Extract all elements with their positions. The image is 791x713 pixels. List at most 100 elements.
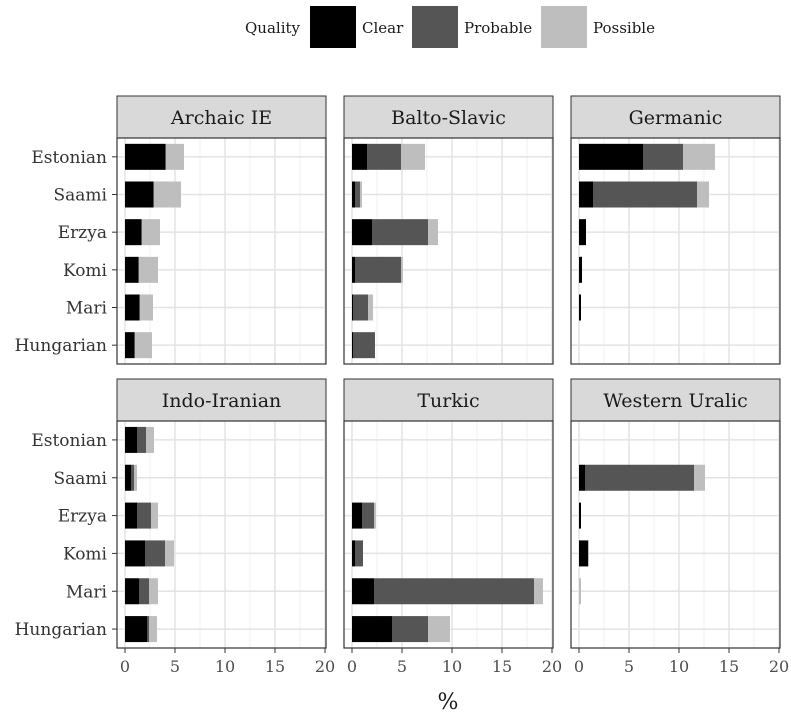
bar-possible-saami (154, 181, 181, 208)
x-tick-label: 5 (624, 657, 634, 676)
panel-title: Archaic IE (170, 107, 272, 129)
y-tick-label: Estonian (31, 431, 107, 451)
panel-strip (570, 378, 781, 422)
bar-possible-mari (579, 578, 581, 605)
bar-possible-estonian (146, 426, 154, 453)
bar-probable-erzya (372, 219, 428, 246)
x-axis-label: % (438, 690, 459, 713)
panel-strip (343, 378, 554, 422)
bar-probable-estonian (165, 143, 166, 170)
bar-clear-komi (579, 256, 582, 283)
bar-possible-hungarian (428, 616, 450, 643)
facet-panels: Archaic IE Balto-Slavic Germanic Indo-Irani… (116, 95, 781, 649)
bar-clear-erzya (352, 502, 362, 529)
panel-western-uralic: Western Uralic (570, 378, 781, 649)
bar-probable-mari (139, 578, 149, 605)
legend-label-clear: Clear (362, 19, 404, 37)
bar-possible-erzya (374, 502, 376, 529)
bar-possible-erzya (151, 502, 158, 529)
panel-title: Balto-Slavic (391, 107, 506, 129)
panel-title: Germanic (629, 107, 723, 129)
bar-clear-estonian (579, 143, 643, 170)
bar-clear-hungarian (125, 616, 147, 643)
x-tick-label: 20 (542, 657, 562, 676)
y-tick-label: Komi (63, 544, 108, 564)
bar-clear-estonian (352, 143, 367, 170)
bar-probable-hungarian (134, 332, 135, 359)
bar-possible-mari (149, 578, 158, 605)
y-tick-label: Erzya (58, 507, 107, 527)
bar-clear-erzya (125, 502, 137, 529)
x-tick-label: 10 (442, 657, 462, 676)
bar-probable-mari (353, 294, 368, 321)
panel-indo-iranian: Indo-Iranian (116, 378, 327, 649)
bar-clear-erzya (125, 219, 141, 246)
bar-possible-mari (368, 294, 373, 321)
plot-background (117, 138, 326, 364)
bar-probable-estonian (137, 426, 146, 453)
bar-clear-erzya (579, 219, 586, 246)
panel-turkic: Turkic (343, 378, 554, 649)
bar-possible-estonian (401, 143, 425, 170)
bar-probable-saami (131, 464, 134, 491)
bar-clear-estonian (125, 143, 165, 170)
bar-clear-saami (579, 181, 593, 208)
bar-clear-saami (125, 464, 131, 491)
x-tick-label: 20 (769, 657, 789, 676)
y-tick-label: Mari (66, 299, 108, 319)
bar-possible-saami (697, 181, 709, 208)
x-axis-ticks: 0 5 10 15 20 0 5 10 15 20 0 5 10 15 20 (120, 648, 789, 676)
bar-possible-saami (694, 464, 705, 491)
bar-possible-erzya (142, 219, 160, 246)
y-axis-ticks: Estonian Saami Erzya Komi Mari Hungarian Eston… (15, 148, 117, 640)
legend: Quality Clear Probable Possible (245, 6, 655, 48)
bar-probable-komi (145, 540, 165, 567)
panel-strip (570, 95, 781, 139)
bar-probable-komi (355, 540, 363, 567)
bar-clear-komi (352, 540, 355, 567)
bar-clear-erzya (579, 502, 581, 529)
bar-clear-mari (125, 294, 139, 321)
bar-probable-saami (593, 181, 697, 208)
bar-clear-hungarian (352, 616, 392, 643)
bar-probable-saami (355, 181, 360, 208)
panel-strip (116, 95, 327, 139)
bar-possible-saami (360, 181, 362, 208)
bar-possible-komi (401, 256, 403, 283)
bar-probable-hungarian (392, 616, 428, 643)
panel-border (570, 137, 781, 365)
bar-possible-hungarian (149, 616, 157, 643)
bar-clear-saami (579, 464, 585, 491)
bar-probable-saami (153, 181, 154, 208)
bar-clear-saami (352, 181, 355, 208)
bar-clear-mari (125, 578, 139, 605)
bar-clear-komi (352, 256, 355, 283)
x-tick-label: 15 (719, 657, 739, 676)
plot-background (117, 421, 326, 648)
panel-archaic-ie: Archaic IE (116, 95, 327, 365)
bar-possible-erzya (428, 219, 438, 246)
y-tick-label: Mari (66, 582, 108, 602)
x-tick-label: 0 (347, 657, 357, 676)
bar-probable-erzya (141, 219, 142, 246)
bar-possible-mari (140, 294, 153, 321)
x-tick-label: 5 (397, 657, 407, 676)
legend-key-clear (310, 6, 356, 48)
bar-probable-hungarian (147, 616, 149, 643)
plot-background (571, 421, 780, 648)
bar-clear-saami (125, 181, 153, 208)
bar-possible-estonian (166, 143, 184, 170)
bar-clear-erzya (352, 219, 372, 246)
bar-possible-mari (534, 578, 543, 605)
bar-possible-hungarian (135, 332, 152, 359)
bar-probable-komi (138, 256, 139, 283)
panel-germanic: Germanic (570, 95, 781, 365)
y-tick-label: Erzya (58, 223, 107, 243)
panel-border (343, 137, 554, 365)
panel-border (343, 420, 554, 649)
bar-possible-komi (139, 256, 158, 283)
y-tick-label: Saami (54, 469, 108, 489)
x-tick-label: 20 (315, 657, 335, 676)
x-tick-label: 5 (170, 657, 180, 676)
